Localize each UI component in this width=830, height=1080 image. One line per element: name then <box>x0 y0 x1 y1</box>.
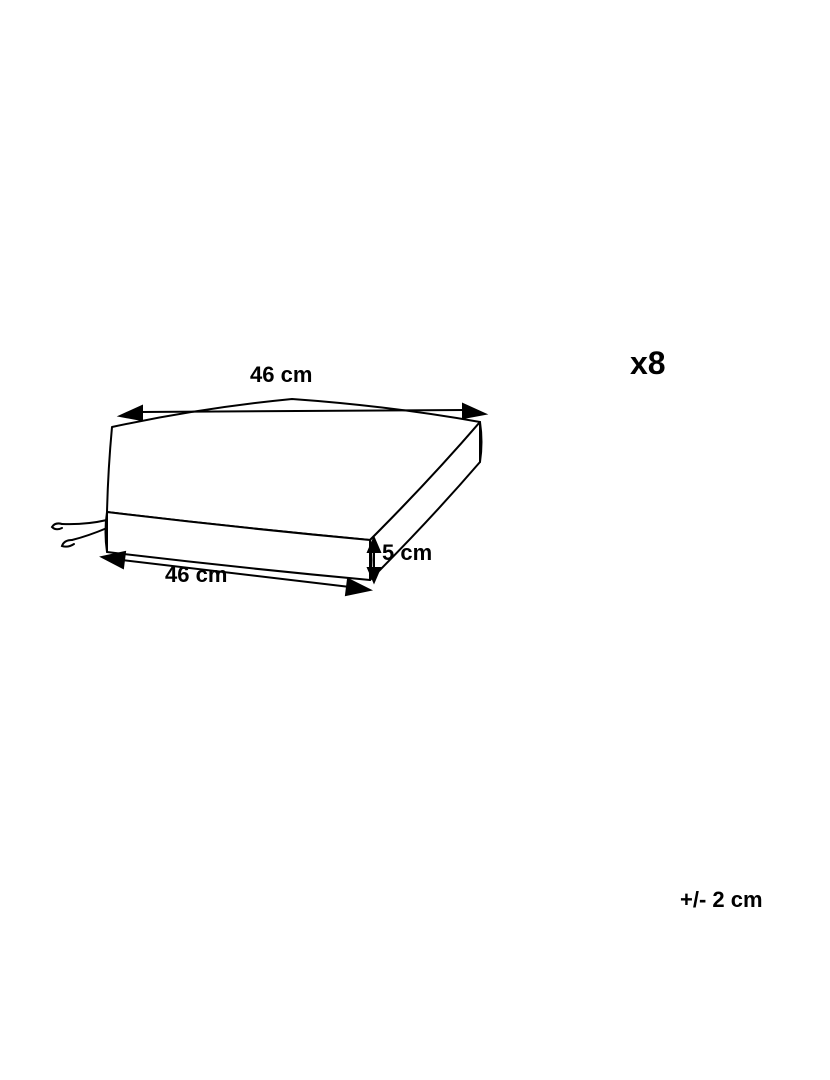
diagram-container: 46 cm 46 cm 5 cm x8 +/- 2 cm <box>0 0 830 1080</box>
height-dimension-label: 5 cm <box>382 540 432 566</box>
quantity-label: x8 <box>630 345 666 382</box>
tolerance-label: +/- 2 cm <box>680 887 763 913</box>
width-dimension-label: 46 cm <box>250 362 312 388</box>
depth-dimension-label: 46 cm <box>165 562 227 588</box>
cushion-tie-icon <box>52 520 107 547</box>
